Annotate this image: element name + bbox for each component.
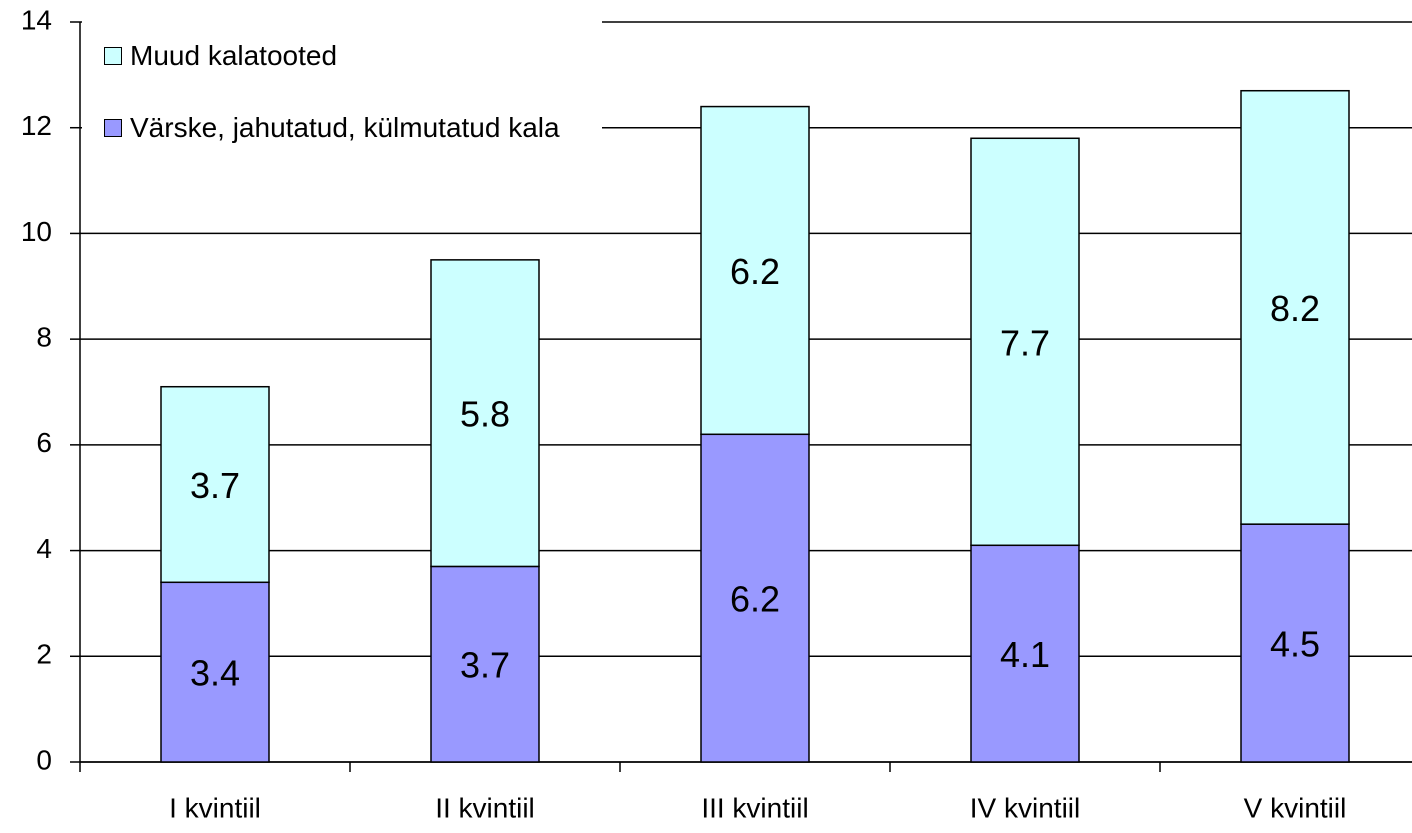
y-tick-label: 14	[21, 4, 52, 35]
y-tick-label: 4	[36, 533, 52, 564]
bar-segment	[160, 581, 270, 763]
data-label: 3.7	[190, 465, 240, 506]
data-label: 6.2	[730, 579, 780, 620]
y-tick-label: 6	[36, 427, 52, 458]
bar-segment	[160, 385, 270, 584]
bar-segment	[430, 565, 540, 763]
legend-label: Muud kalatooted	[130, 40, 338, 71]
x-tick-label: I kvintiil	[169, 792, 261, 823]
x-tick-label: V kvintiil	[1244, 792, 1347, 823]
legend-item: Muud kalatooted	[104, 38, 584, 74]
data-label: 4.5	[1270, 624, 1320, 665]
data-label: 5.8	[460, 394, 510, 435]
legend-label: Värske, jahutatud, külmutatud kala	[130, 112, 560, 143]
y-tick-label: 2	[36, 639, 52, 670]
bar-segment	[700, 433, 810, 763]
data-label: 7.7	[1000, 322, 1050, 363]
data-label: 3.4	[190, 653, 240, 694]
legend-box	[82, 12, 602, 212]
legend-item: Värske, jahutatud, külmutatud kala	[104, 110, 584, 146]
data-label: 4.1	[1000, 634, 1050, 675]
data-label: 6.2	[730, 251, 780, 292]
x-tick-label: II kvintiil	[435, 792, 535, 823]
legend-swatch	[104, 119, 122, 137]
data-label: 3.7	[460, 645, 510, 686]
bar-segment	[700, 105, 810, 436]
x-tick-label: III kvintiil	[701, 792, 808, 823]
y-tick-label: 12	[21, 110, 52, 141]
bar-segment	[1240, 523, 1350, 763]
data-label: 8.2	[1270, 288, 1320, 329]
y-tick-label: 0	[36, 744, 52, 775]
bar-segment	[430, 259, 540, 568]
bar-segment	[1240, 89, 1350, 525]
y-tick-label: 10	[21, 216, 52, 247]
legend-swatch	[104, 47, 122, 65]
y-tick-label: 8	[36, 322, 52, 353]
bar-segment	[970, 137, 1080, 547]
legend: Muud kalatooted Värske, jahutatud, külmut…	[104, 38, 584, 182]
x-tick-label: IV kvintiil	[970, 792, 1080, 823]
